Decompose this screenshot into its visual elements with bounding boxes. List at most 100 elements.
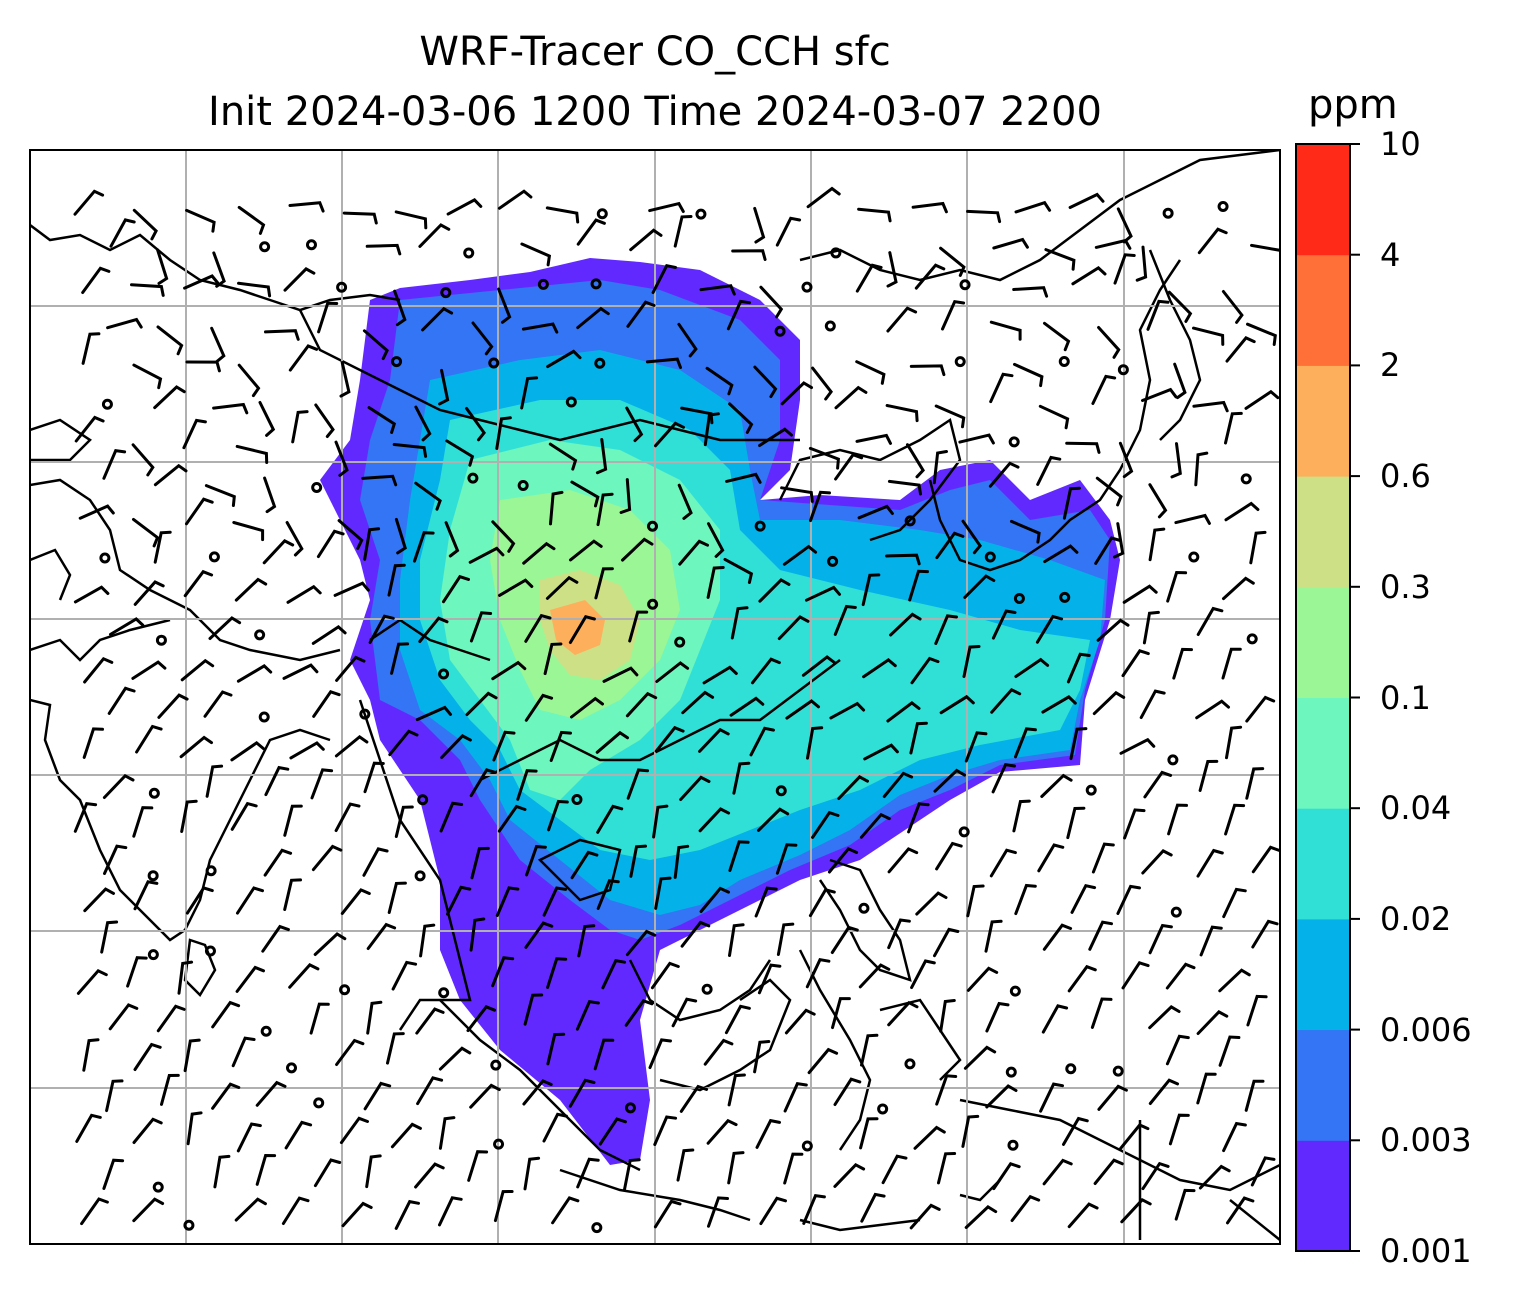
map-title-line1: WRF-Tracer CO_CCH sfc bbox=[419, 29, 891, 75]
calm-wind-marker bbox=[958, 826, 970, 838]
wind-barb bbox=[882, 771, 914, 798]
wind-barb bbox=[153, 530, 172, 564]
wind-barb bbox=[909, 1203, 941, 1230]
wind-barb bbox=[862, 658, 897, 679]
wind-barb bbox=[1062, 486, 1081, 520]
wind-barb bbox=[153, 463, 188, 487]
wind-barb bbox=[1043, 321, 1071, 352]
wind-barb bbox=[415, 705, 452, 722]
wind-barb bbox=[363, 761, 385, 794]
wind-barb bbox=[1069, 727, 1088, 761]
wind-barb bbox=[939, 694, 975, 715]
wind-barb bbox=[1226, 1196, 1255, 1225]
wind-barb bbox=[859, 1117, 879, 1150]
wind-barb bbox=[82, 727, 104, 759]
wind-barb bbox=[654, 725, 685, 753]
wind-barb bbox=[212, 251, 226, 288]
wind-barb bbox=[255, 1080, 287, 1107]
wind-barb bbox=[103, 844, 128, 875]
wind-barb bbox=[495, 416, 512, 450]
wind-barb bbox=[439, 801, 464, 833]
wind-barb bbox=[1221, 647, 1242, 680]
calm-wind-marker bbox=[775, 785, 787, 797]
wind-barb bbox=[1172, 647, 1193, 680]
calm-wind-marker bbox=[99, 552, 111, 564]
wind-barb bbox=[132, 806, 154, 838]
wind-barb bbox=[445, 439, 475, 467]
wind-barb bbox=[726, 299, 751, 331]
wind-barb bbox=[213, 1154, 231, 1189]
wind-barb bbox=[1094, 238, 1132, 250]
wind-barb bbox=[185, 360, 221, 373]
calm-wind-marker bbox=[313, 1097, 325, 1109]
wind-barb bbox=[132, 517, 160, 548]
wind-barb bbox=[543, 642, 563, 676]
calm-wind-marker bbox=[1217, 201, 1229, 213]
wind-barb bbox=[1062, 1116, 1089, 1146]
calm-wind-marker bbox=[647, 520, 659, 532]
wind-barb bbox=[314, 403, 335, 438]
wind-barb bbox=[131, 660, 167, 680]
wind-barb bbox=[596, 879, 620, 910]
wind-barb bbox=[132, 1117, 163, 1144]
colorbar bbox=[1295, 143, 1360, 1252]
wind-barb bbox=[497, 287, 512, 324]
wind-barb bbox=[393, 289, 407, 327]
wind-barb bbox=[130, 283, 165, 297]
calm-wind-marker bbox=[754, 520, 766, 532]
wind-barb bbox=[1246, 322, 1277, 346]
wind-barb bbox=[491, 520, 516, 553]
wind-barb bbox=[992, 1162, 1021, 1191]
wind-barb bbox=[1192, 400, 1229, 413]
wind-barb bbox=[984, 919, 1003, 953]
wind-barb bbox=[699, 284, 736, 296]
wind-barb bbox=[546, 1032, 566, 1066]
wind-barb bbox=[1097, 1084, 1128, 1111]
wind-barb bbox=[885, 553, 921, 566]
wind-barb bbox=[753, 1040, 771, 1074]
wind-barb bbox=[784, 1008, 816, 1035]
wind-barb bbox=[727, 1073, 746, 1107]
wind-barb bbox=[1174, 1188, 1196, 1221]
calm-wind-marker bbox=[259, 241, 271, 253]
wind-barb bbox=[698, 727, 730, 753]
wind-barb bbox=[524, 693, 554, 722]
wind-barb bbox=[74, 415, 105, 443]
wind-barb bbox=[777, 615, 810, 641]
wind-barb bbox=[234, 1197, 267, 1222]
wind-barb bbox=[966, 966, 999, 992]
wind-barb bbox=[621, 537, 654, 562]
wind-barb bbox=[1041, 1004, 1069, 1034]
calm-wind-marker bbox=[1246, 633, 1258, 645]
calm-wind-marker bbox=[590, 278, 602, 290]
wind-barb bbox=[105, 1079, 124, 1113]
wind-barb bbox=[258, 401, 276, 437]
calm-wind-marker bbox=[594, 357, 606, 369]
wind-barb bbox=[255, 1153, 277, 1186]
wind-barb bbox=[1148, 527, 1166, 562]
calm-wind-marker bbox=[463, 247, 475, 259]
wind-barb bbox=[362, 329, 389, 361]
wind-barb bbox=[707, 1196, 729, 1228]
wind-barb bbox=[1199, 925, 1223, 957]
wind-barb bbox=[237, 363, 261, 398]
wind-barb bbox=[1119, 737, 1156, 755]
wind-barb bbox=[390, 1122, 422, 1149]
wind-barb bbox=[133, 580, 165, 606]
calm-wind-marker bbox=[596, 208, 608, 220]
wind-barb bbox=[205, 764, 224, 798]
wind-barb bbox=[179, 735, 213, 759]
wind-barb bbox=[1251, 845, 1280, 874]
wind-barb bbox=[1139, 689, 1166, 720]
wind-barb bbox=[860, 1192, 886, 1223]
wind-barb bbox=[887, 918, 911, 950]
wind-barb bbox=[264, 329, 300, 341]
wind-barb bbox=[1196, 1072, 1217, 1105]
wind-barb bbox=[1095, 476, 1123, 507]
wind-barb bbox=[937, 1152, 957, 1185]
wind-barb bbox=[1040, 773, 1073, 798]
wind-barb bbox=[785, 699, 820, 720]
wind-barb bbox=[388, 729, 419, 757]
colorbar-segment bbox=[1296, 365, 1350, 477]
wind-barb bbox=[705, 366, 734, 396]
